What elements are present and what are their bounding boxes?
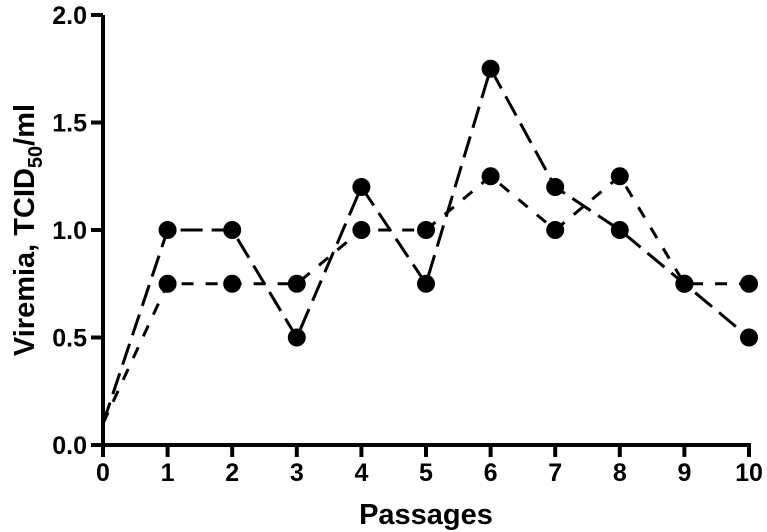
series-line: [101, 173, 749, 425]
data-point: [546, 178, 565, 196]
data-point: [352, 178, 371, 196]
data-point: [740, 328, 758, 347]
data-point: [417, 274, 435, 293]
data-point: [158, 221, 177, 239]
x-tick-label: 9: [677, 459, 691, 487]
data-point: [417, 221, 435, 239]
x-tick-label: 10: [735, 459, 763, 487]
y-tick-label: 0.5: [52, 325, 87, 353]
x-axis-label: Passages: [359, 499, 493, 531]
data-point: [481, 167, 500, 186]
x-tick-label: 8: [613, 459, 627, 487]
x-tick-label: 0: [96, 459, 110, 487]
x-tick-label: 1: [161, 459, 175, 487]
series-line: [101, 64, 750, 424]
data-point: [481, 59, 500, 78]
data-point: [610, 167, 629, 186]
x-tick-label: 7: [548, 459, 562, 487]
x-tick-label: 3: [290, 459, 304, 487]
data-point: [158, 274, 177, 293]
data-point: [546, 221, 565, 239]
x-tick-label: 6: [484, 459, 498, 487]
data-point: [287, 274, 306, 293]
data-point: [352, 221, 371, 239]
y-tick-label: 1.5: [52, 110, 87, 138]
x-tick-label: 5: [419, 459, 433, 487]
data-point: [610, 221, 629, 239]
data-point: [223, 221, 242, 239]
y-tick-label: 2.0: [52, 2, 87, 30]
data-point: [223, 274, 242, 293]
data-point: [740, 274, 758, 293]
y-axis-label: Viremia, TCID50/ml: [9, 104, 47, 356]
x-tick-label: 4: [354, 459, 368, 487]
y-tick-label: 1.0: [52, 217, 87, 245]
x-tick-label: 2: [225, 459, 239, 487]
y-tick-label: 0.0: [52, 432, 87, 460]
data-point: [287, 328, 306, 347]
data-point: [675, 274, 694, 293]
